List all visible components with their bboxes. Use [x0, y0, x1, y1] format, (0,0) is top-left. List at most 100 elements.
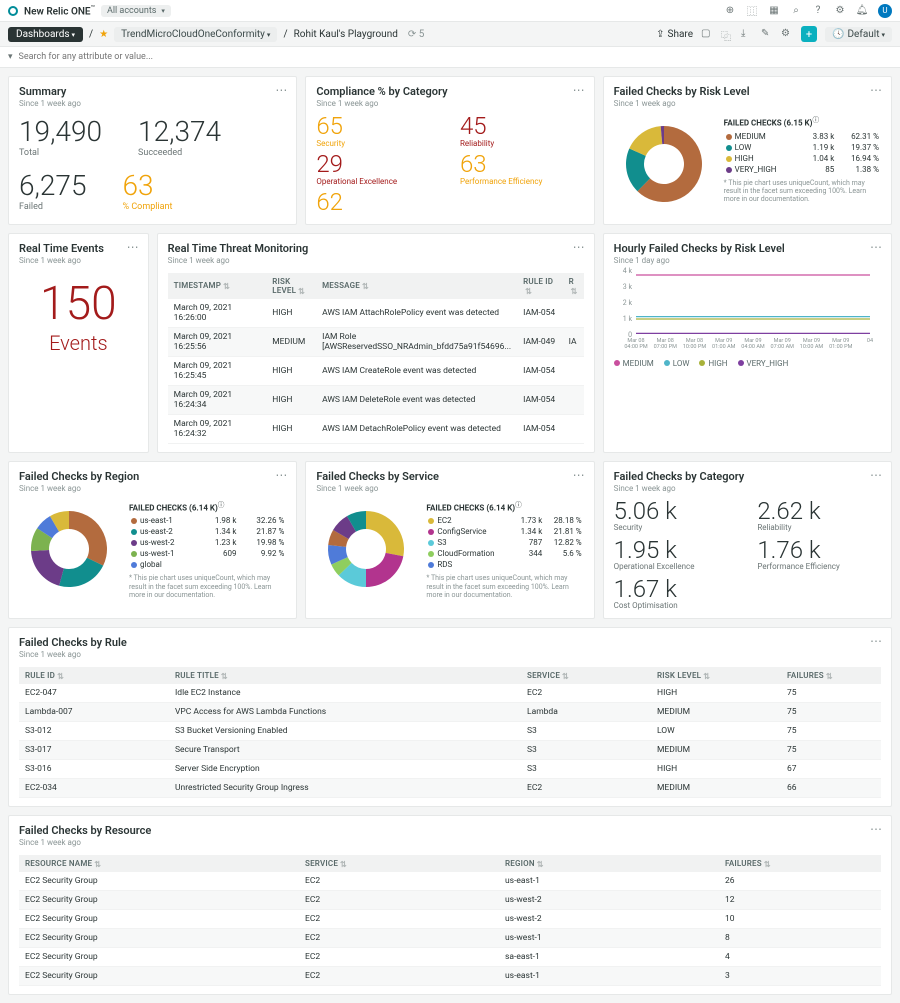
table-row[interactable]: EC2 Security GroupEC2us-west-210: [19, 909, 881, 928]
settings-icon[interactable]: ⚙: [834, 5, 846, 17]
col-header[interactable]: FAILURES⇅: [781, 667, 881, 684]
col-header[interactable]: SERVICE⇅: [521, 667, 651, 684]
legend-item[interactable]: LOW: [664, 359, 690, 368]
table-row[interactable]: Lambda-007VPC Access for AWS Lambda Func…: [19, 702, 881, 721]
tv-icon[interactable]: ▢: [701, 28, 713, 40]
share-icon: ⇪: [656, 29, 664, 40]
category-value: 1.95 k: [614, 538, 738, 562]
download-icon[interactable]: ⤓: [741, 28, 753, 40]
legend-item[interactable]: HIGH: [699, 359, 727, 368]
legend-row[interactable]: LOW1.19 k19.37 %: [724, 142, 881, 153]
dashboards-button[interactable]: Dashboards: [8, 27, 83, 42]
card-menu-icon[interactable]: ⋯: [573, 468, 586, 482]
table-row[interactable]: March 09, 2021 16:26:00HIGHAWS IAM Attac…: [168, 299, 584, 328]
table-row[interactable]: March 09, 2021 16:24:32HIGHAWS IAM Detac…: [168, 414, 584, 443]
breadcrumb-bar: Dashboards / ★ TrendMicroCloudOneConform…: [0, 22, 900, 46]
edit-icon[interactable]: ✎: [761, 28, 773, 40]
col-header[interactable]: R⇅: [563, 273, 584, 299]
settings-icon[interactable]: ⚙: [781, 28, 793, 40]
table-row[interactable]: March 09, 2021 16:25:56MEDIUMIAM Role [A…: [168, 327, 584, 356]
table-row[interactable]: EC2 Security GroupEC2sa-east-14: [19, 947, 881, 966]
legend-row[interactable]: us-west-21.23 k19.98 %: [129, 537, 286, 548]
filter-input[interactable]: [19, 52, 892, 62]
card-menu-icon[interactable]: ⋯: [573, 240, 586, 254]
col-header[interactable]: SERVICE⇅: [299, 855, 499, 872]
legend-row[interactable]: RDS: [426, 559, 583, 570]
search-icon[interactable]: ⌕: [790, 5, 802, 17]
legend-row[interactable]: us-west-16099.92 %: [129, 548, 286, 559]
legend-row[interactable]: S378712.82 %: [426, 537, 583, 548]
bell-icon[interactable]: 🔔︎: [856, 5, 868, 17]
table-row[interactable]: S3-012S3 Bucket Versioning EnabledS3LOW7…: [19, 721, 881, 740]
col-header[interactable]: FAILURES⇅: [719, 855, 881, 872]
svg-text:07:00 AM: 07:00 AM: [770, 344, 794, 350]
table-row[interactable]: March 09, 2021 16:25:45HIGHAWS IAM Creat…: [168, 356, 584, 385]
compliance-value: 45: [460, 114, 584, 139]
col-header[interactable]: REGION⇅: [499, 855, 719, 872]
legend-row[interactable]: VERY_HIGH851.38 %: [724, 164, 881, 175]
brand[interactable]: New Relic ONE™: [24, 4, 95, 17]
funnel-icon[interactable]: ▾: [8, 52, 13, 62]
apps-icon[interactable]: ▦: [768, 5, 780, 17]
card-menu-icon[interactable]: ⋯: [870, 822, 883, 836]
col-header[interactable]: RISK LEVEL⇅: [651, 667, 781, 684]
card-menu-icon[interactable]: ⋯: [870, 240, 883, 254]
col-header[interactable]: RISK LEVEL⇅: [266, 273, 316, 299]
table-row[interactable]: S3-016Server Side EncryptionS3HIGH67: [19, 759, 881, 778]
col-header[interactable]: RULE TITLE⇅: [169, 667, 521, 684]
col-header[interactable]: MESSAGE⇅: [316, 273, 517, 299]
legend-row[interactable]: EC21.73 k28.18 %: [426, 515, 583, 526]
legend-row[interactable]: us-east-21.34 k21.87 %: [129, 526, 286, 537]
card-menu-icon[interactable]: ⋯: [870, 468, 883, 482]
legend-row[interactable]: CloudFormation3445.6 %: [426, 548, 583, 559]
star-icon[interactable]: ★: [99, 29, 108, 40]
donut-slice[interactable]: [69, 511, 107, 566]
table-row[interactable]: EC2 Security GroupEC2us-east-13: [19, 966, 881, 985]
card-menu-icon[interactable]: ⋯: [127, 240, 140, 254]
card-title: Summary: [19, 85, 286, 98]
table-row[interactable]: EC2 Security GroupEC2us-west-212: [19, 890, 881, 909]
table-row[interactable]: S3-017Secure TransportS3MEDIUM75: [19, 740, 881, 759]
dashboard-picker[interactable]: TrendMicroCloudOneConformity: [114, 27, 277, 42]
refresh-icon[interactable]: ⟳ 5: [408, 29, 424, 40]
card-menu-icon[interactable]: ⋯: [870, 634, 883, 648]
card-menu-icon[interactable]: ⋯: [870, 83, 883, 97]
table-row[interactable]: March 09, 2021 16:24:34HIGHAWS IAM Delet…: [168, 385, 584, 414]
col-header[interactable]: RESOURCE NAME⇅: [19, 855, 299, 872]
svg-text:1 k: 1 k: [622, 315, 632, 323]
help-icon[interactable]: ?: [812, 5, 824, 17]
legend-item[interactable]: VERY_HIGH: [738, 359, 789, 368]
col-header[interactable]: TIMESTAMP⇅: [168, 273, 267, 299]
logo-icon: [8, 6, 18, 16]
legend-item[interactable]: MEDIUM: [614, 359, 654, 368]
donut-slice[interactable]: [366, 552, 403, 586]
legend-row[interactable]: global: [129, 559, 286, 570]
chart-icon[interactable]: ⿲: [746, 5, 758, 17]
col-header[interactable]: RULE ID⇅: [517, 273, 563, 299]
table-row[interactable]: EC2 Security GroupEC2us-east-126: [19, 872, 881, 891]
table-row[interactable]: EC2-047Idle EC2 InstanceEC2HIGH75: [19, 684, 881, 703]
plus-circle-icon[interactable]: ⊕: [724, 5, 736, 17]
table-row[interactable]: EC2-034Unrestricted Security Group Ingre…: [19, 778, 881, 797]
add-widget-button[interactable]: +: [801, 26, 817, 42]
avatar[interactable]: U: [878, 4, 892, 18]
legend-row[interactable]: ConfigService1.34 k21.81 %: [426, 526, 583, 537]
share-button[interactable]: ⇪Share: [656, 29, 693, 40]
donut-slice[interactable]: [366, 511, 404, 556]
account-picker[interactable]: All accounts: [101, 5, 171, 17]
copy-icon[interactable]: ⿻: [721, 28, 733, 40]
card-menu-icon[interactable]: ⋯: [573, 83, 586, 97]
summary-failed: 6,275: [19, 172, 87, 200]
legend-row[interactable]: MEDIUM3.83 k62.31 %: [724, 131, 881, 142]
card-menu-icon[interactable]: ⋯: [275, 468, 288, 482]
col-header[interactable]: RULE ID⇅: [19, 667, 169, 684]
table-row[interactable]: EC2 Security GroupEC2us-west-18: [19, 928, 881, 947]
category-value: 2.62 k: [757, 499, 881, 523]
time-picker[interactable]: 🕓Default: [825, 27, 892, 42]
compliance-value: 62: [316, 190, 440, 215]
card-menu-icon[interactable]: ⋯: [275, 83, 288, 97]
svg-text:4 k: 4 k: [622, 267, 632, 275]
legend-row[interactable]: us-east-11.98 k32.26 %: [129, 515, 286, 526]
legend-row[interactable]: HIGH1.04 k16.94 %: [724, 153, 881, 164]
donut-slice[interactable]: [31, 550, 64, 586]
